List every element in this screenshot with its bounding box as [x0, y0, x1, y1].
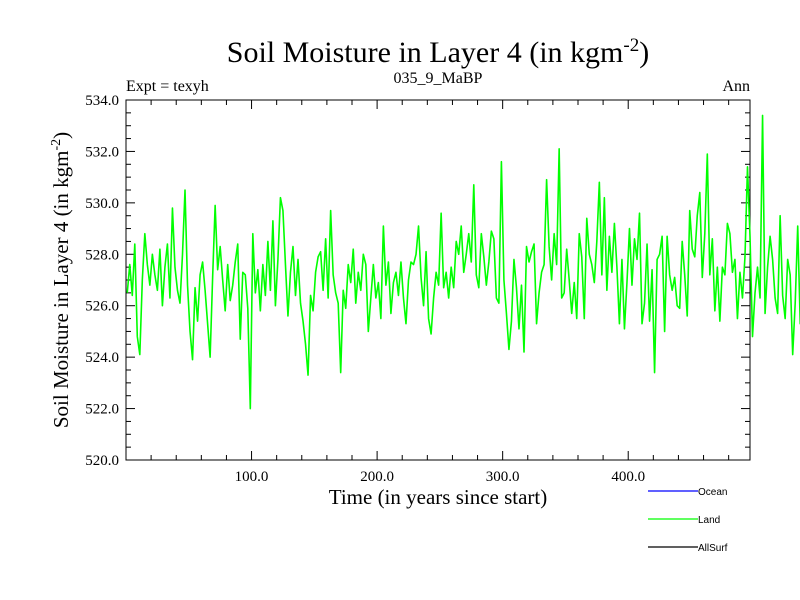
axis-tick-labels: 100.0 200.0 300.0 400.0 520.0 522.0 524.0 526.0…	[85, 93, 645, 485]
x-axis-label: Time (in years since start)	[329, 485, 548, 509]
chart-title-end: )	[639, 36, 649, 69]
series-layer	[126, 114, 800, 410]
y-tick-label: 522.0	[85, 402, 119, 418]
series-line-land	[126, 114, 800, 410]
season-label: Ann	[722, 78, 750, 95]
chart-title-superscript: -2	[623, 35, 639, 56]
legend-label-ocean: Ocean	[698, 487, 727, 498]
y-tick-label: 534.0	[85, 93, 119, 109]
x-tick-label: 100.0	[235, 469, 269, 485]
y-tick-label: 532.0	[85, 144, 119, 160]
y-axis-label-superscript: -2	[49, 139, 64, 151]
y-tick-label: 524.0	[85, 350, 119, 366]
x-tick-label: 400.0	[611, 469, 645, 485]
x-tick-label: 300.0	[486, 469, 520, 485]
legend-label-allsurf: AllSurf	[698, 543, 728, 554]
y-axis-label-end: )	[49, 132, 73, 139]
experiment-label: Expt = texyh	[126, 78, 209, 95]
legend-label-land: Land	[698, 515, 720, 526]
y-tick-label: 520.0	[85, 453, 119, 469]
axis-ticks	[126, 100, 750, 460]
period-label: 035_9_MaBP	[394, 70, 483, 87]
x-tick-label: 200.0	[360, 469, 394, 485]
y-tick-label: 530.0	[85, 196, 119, 212]
y-tick-label: 526.0	[85, 299, 119, 315]
chart-title: Soil Moisture in Layer 4 (in kgm-2)	[227, 35, 649, 69]
y-axis-label: Soil Moisture in Layer 4 (in kgm-2)	[49, 132, 73, 428]
y-tick-label: 528.0	[85, 247, 119, 263]
legend: Ocean Land AllSurf	[648, 487, 728, 554]
